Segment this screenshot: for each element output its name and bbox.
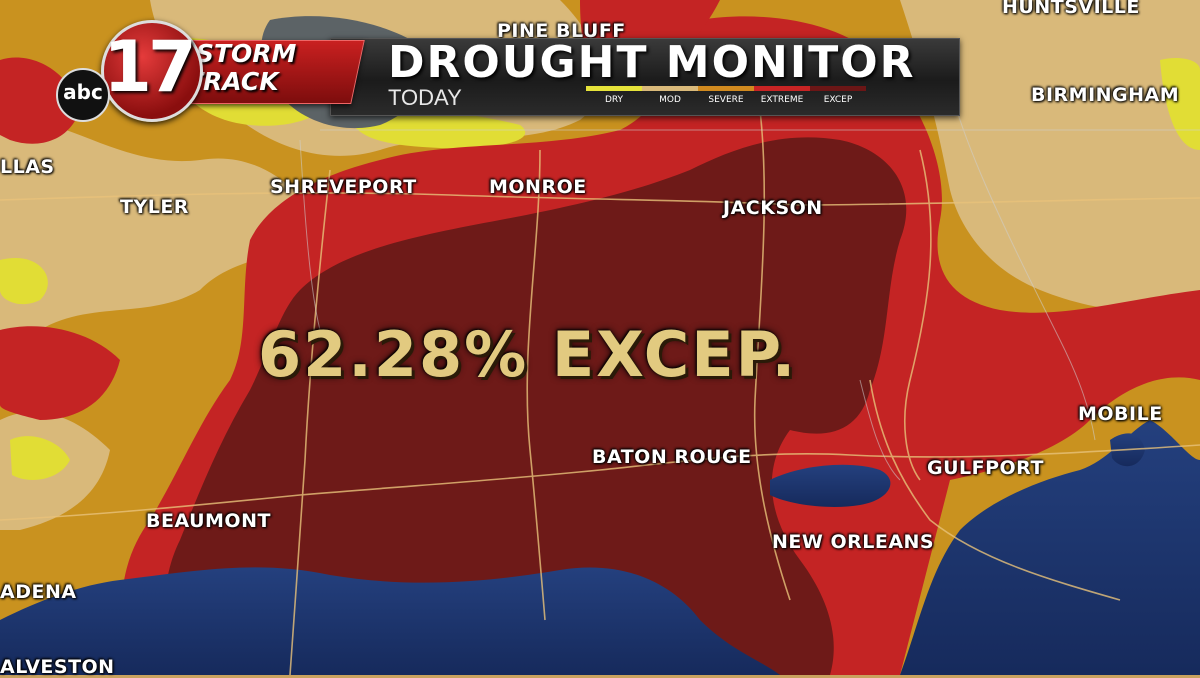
city-label-galveston: ALVESTON	[0, 656, 115, 678]
storm-track-brand: STORM TRACK	[186, 39, 297, 96]
legend-label: EXCEP	[823, 95, 853, 105]
dry-region-sw	[10, 436, 70, 480]
city-label-baton-rouge: BATON ROUGE	[592, 446, 752, 468]
city-label-mobile: MOBILE	[1078, 403, 1163, 425]
gulf-of-mexico	[0, 567, 780, 675]
extreme-region-west	[0, 326, 120, 420]
legend-swatch	[642, 86, 698, 91]
drought-legend: DRY MOD SEVERE EXTREME EXCEP	[586, 86, 866, 112]
legend-label: MOD	[659, 95, 681, 105]
exceptional-region	[165, 137, 907, 675]
network-logo-text: abc	[63, 80, 103, 104]
city-label-jackson: JACKSON	[723, 197, 823, 219]
legend-item-mod: MOD	[642, 86, 698, 112]
moderate-region-west	[0, 118, 330, 340]
legend-swatch	[586, 86, 642, 91]
legend-item-excep: EXCEP	[810, 86, 866, 112]
city-label-dallas: LLAS	[0, 156, 55, 178]
network-logo	[56, 68, 110, 122]
legend-item-dry: DRY	[586, 86, 642, 112]
brand-line-1: STORM	[196, 39, 297, 68]
city-label-monroe: MONROE	[489, 176, 587, 198]
gulf-water-east	[900, 420, 1200, 675]
dry-region-east	[1160, 58, 1200, 150]
moderate-region-east	[900, 0, 1200, 311]
legend-swatch	[698, 86, 754, 91]
legend-label: DRY	[604, 95, 624, 105]
legend-swatch	[754, 86, 810, 91]
legend-item-extreme: EXTREME	[754, 86, 810, 112]
page-title: DROUGHT MONITOR	[388, 37, 916, 88]
city-label-new-orleans: NEW ORLEANS	[772, 531, 935, 553]
city-label-beaumont: BEAUMONT	[146, 510, 271, 532]
dry-region-northwest	[0, 258, 48, 305]
legend-swatch	[810, 86, 866, 91]
city-label-shreveport: SHREVEPORT	[270, 176, 417, 198]
title-bar	[330, 38, 960, 116]
station-logo	[101, 20, 203, 122]
city-label-gulfport: GULFPORT	[927, 457, 1044, 479]
city-label-tyler: TYLER	[120, 196, 189, 218]
city-label-pasadena: ADENA	[0, 581, 77, 603]
legend-label: EXTREME	[760, 95, 804, 105]
page-subtitle: TODAY	[388, 85, 462, 110]
exceptional-drought-stat: 62.28% EXCEP.	[258, 318, 798, 391]
legend-label: SEVERE	[708, 95, 744, 105]
city-label-pine-bluff: PINE BLUFF	[497, 20, 626, 42]
lake-pontchartrain	[770, 464, 891, 507]
station-logo-number: 17	[103, 26, 196, 108]
city-label-huntsville: HUNTSVILLE	[1002, 0, 1140, 18]
city-label-birmingham: BIRMINGHAM	[1031, 84, 1180, 106]
legend-item-severe: SEVERE	[698, 86, 754, 112]
